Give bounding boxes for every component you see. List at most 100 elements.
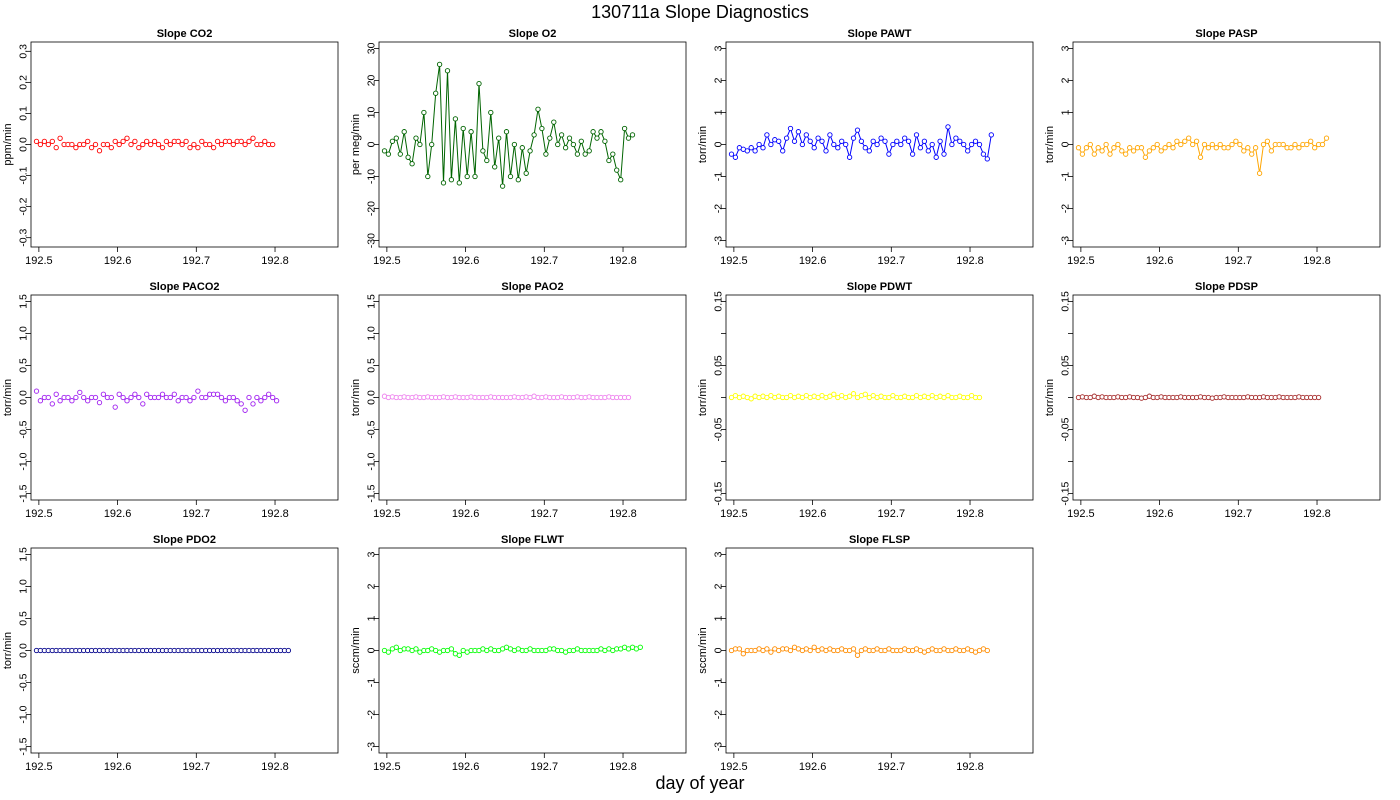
data-point bbox=[37, 398, 44, 404]
x-tick-label: 192.6 bbox=[799, 255, 827, 267]
data-point bbox=[835, 145, 841, 151]
data-point bbox=[614, 167, 620, 173]
data-point bbox=[1323, 135, 1330, 141]
data-point bbox=[1308, 138, 1314, 144]
y-tick-label: -1 bbox=[713, 172, 725, 181]
y-tick-label: 3 bbox=[713, 45, 725, 51]
x-tick-label: 192.5 bbox=[373, 255, 401, 267]
data-point bbox=[1237, 141, 1243, 148]
x-tick-label: 192.6 bbox=[104, 761, 132, 773]
data-point bbox=[230, 141, 236, 148]
y-tick-label: -2 bbox=[713, 710, 725, 719]
data-point bbox=[1103, 141, 1109, 148]
data-point bbox=[890, 141, 896, 148]
data-point bbox=[393, 135, 399, 141]
x-tick-label: 192.8 bbox=[956, 508, 984, 520]
data-point bbox=[905, 138, 912, 144]
data-point bbox=[405, 154, 411, 160]
data-point bbox=[1130, 148, 1137, 154]
data-point bbox=[195, 388, 201, 394]
data-point bbox=[791, 138, 798, 144]
data-point bbox=[120, 394, 126, 401]
data-point bbox=[949, 141, 955, 148]
data-point bbox=[496, 135, 502, 141]
data-point bbox=[827, 132, 833, 138]
data-point bbox=[116, 141, 122, 148]
y-tick-label: 0.5 bbox=[18, 358, 30, 373]
data-point bbox=[1166, 141, 1172, 148]
data-point bbox=[175, 138, 181, 145]
y-tick-label: 3 bbox=[713, 551, 725, 557]
data-point bbox=[250, 135, 256, 141]
data-point bbox=[894, 138, 900, 144]
data-point bbox=[909, 151, 916, 157]
x-tick-label: 192.6 bbox=[799, 761, 827, 773]
data-point bbox=[214, 391, 221, 397]
data-point bbox=[53, 144, 59, 151]
data-point bbox=[984, 647, 990, 654]
panel-slope-o2: Slope O2 per meg/min -30 -20 -10 0 10 20 30 192.5… bbox=[350, 28, 687, 267]
data-point bbox=[637, 644, 643, 650]
data-point bbox=[96, 399, 103, 406]
data-point bbox=[980, 151, 987, 157]
data-point bbox=[195, 144, 201, 151]
y-tick-label: -0.5 bbox=[18, 420, 30, 438]
panel-title: Slope PACO2 bbox=[149, 281, 219, 293]
data-point bbox=[112, 404, 118, 410]
data-point bbox=[112, 138, 118, 145]
data-point bbox=[933, 154, 939, 160]
y-tick-label: 30 bbox=[366, 42, 378, 54]
panel-title: Slope CO2 bbox=[157, 28, 213, 40]
data-point bbox=[1256, 170, 1263, 176]
data-point bbox=[831, 391, 837, 397]
y-tick-label: -1.5 bbox=[18, 737, 30, 755]
data-point bbox=[768, 141, 774, 148]
data-point bbox=[965, 148, 971, 154]
panel-title: Slope PAWT bbox=[848, 28, 912, 40]
data-point bbox=[984, 156, 990, 162]
y-tick-label: -1 bbox=[713, 678, 725, 687]
data-point bbox=[183, 138, 189, 145]
data-point bbox=[116, 391, 122, 397]
data-point bbox=[1190, 141, 1196, 148]
x-tick-label: 192.7 bbox=[878, 761, 906, 773]
y-tick-label: -3 bbox=[713, 742, 725, 751]
data-point bbox=[543, 151, 549, 157]
data-point bbox=[807, 647, 813, 654]
data-point bbox=[124, 135, 130, 141]
data-point bbox=[728, 151, 735, 157]
y-axis-label: ppm/min bbox=[2, 123, 14, 165]
data-point bbox=[539, 125, 545, 132]
series-line bbox=[384, 64, 633, 187]
data-point bbox=[1186, 135, 1192, 141]
data-point bbox=[744, 148, 750, 154]
data-point bbox=[1087, 141, 1093, 148]
data-point bbox=[515, 177, 521, 183]
data-point bbox=[1138, 145, 1145, 151]
data-point bbox=[1174, 138, 1180, 144]
panel-slope-pao2: Slope PAO2 torr/min -1.5 -1.0 -0.5 0.0 0.5 1.0 1… bbox=[350, 281, 687, 520]
data-point bbox=[33, 138, 40, 145]
data-point bbox=[222, 398, 229, 404]
y-tick-label: 0 bbox=[1060, 141, 1072, 147]
y-axis-label: sccm/min bbox=[697, 627, 709, 673]
data-point bbox=[266, 391, 272, 397]
y-tick-label: -0.3 bbox=[18, 228, 30, 246]
data-point bbox=[795, 129, 802, 135]
y-tick-label: -3 bbox=[1060, 236, 1072, 245]
y-axis-label: torr/min bbox=[1044, 126, 1056, 163]
data-point bbox=[535, 106, 541, 112]
data-point bbox=[464, 173, 470, 180]
y-tick-label: 0.05 bbox=[1060, 355, 1072, 376]
y-tick-label: -2 bbox=[1060, 204, 1072, 213]
data-point bbox=[862, 145, 868, 151]
data-point bbox=[941, 151, 947, 157]
y-tick-label: 0 bbox=[713, 141, 725, 147]
data-point bbox=[1209, 141, 1215, 148]
data-point bbox=[815, 135, 821, 141]
plot-frame bbox=[378, 41, 687, 248]
data-point bbox=[285, 647, 292, 654]
data-point bbox=[128, 394, 134, 401]
data-point bbox=[968, 141, 975, 148]
